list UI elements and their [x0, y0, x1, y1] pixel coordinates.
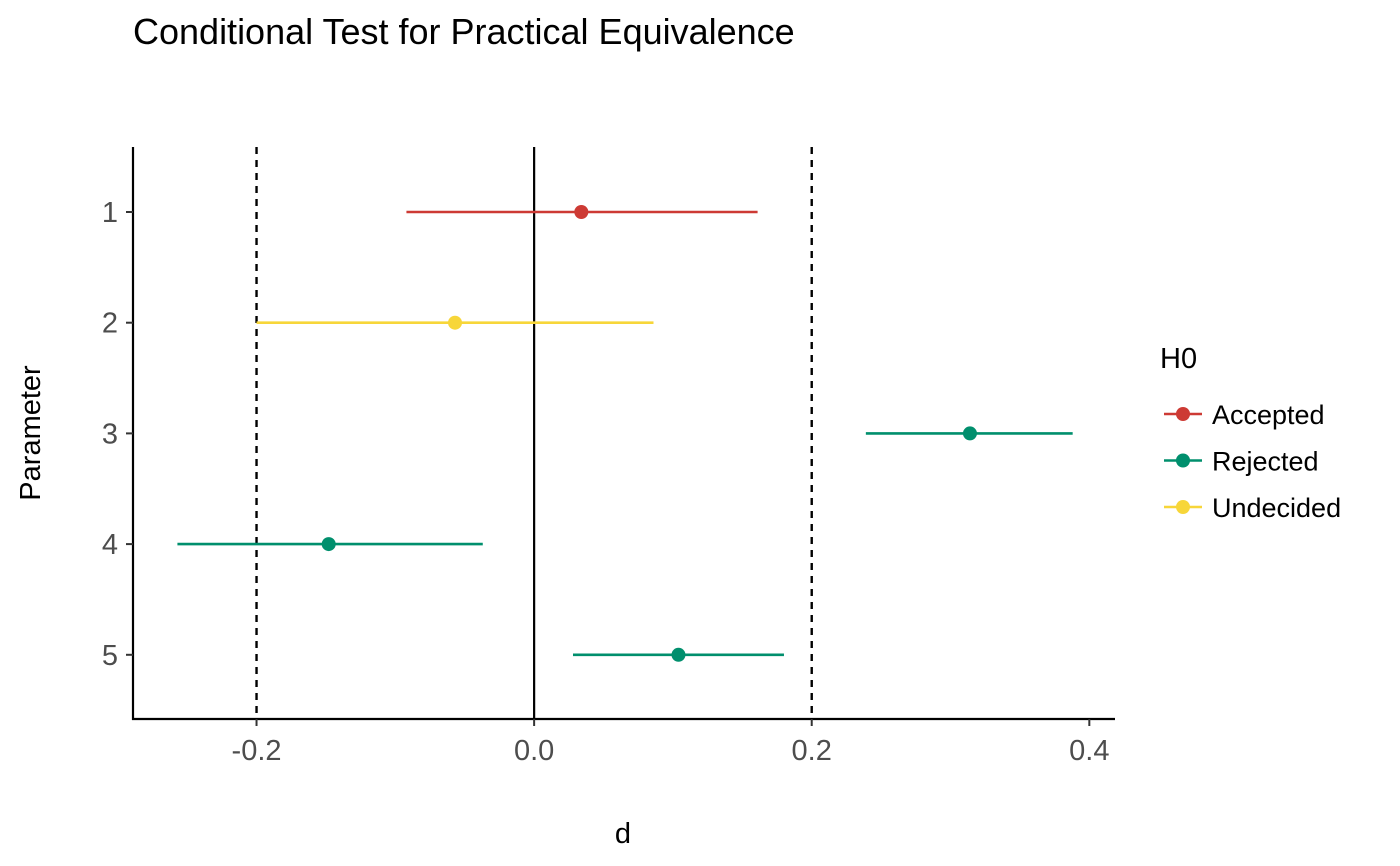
point-parameter-3 [962, 426, 977, 441]
y-axis-title: Parameter [15, 365, 47, 501]
legend-title: H0 [1160, 343, 1197, 375]
point-parameter-1 [574, 205, 589, 219]
y-tick-label: 5 [102, 640, 118, 672]
y-tick-label: 3 [102, 418, 118, 450]
point-parameter-2 [448, 315, 463, 330]
legend: H0 Accepted Rejected Undecided [1160, 343, 1341, 523]
x-tick-label: 0.2 [792, 735, 832, 767]
legend-label: Accepted [1212, 400, 1325, 430]
data-marks [177, 205, 1073, 662]
legend-label: Undecided [1212, 493, 1341, 523]
legend-key-point [1176, 500, 1190, 514]
y-tick-label: 1 [102, 197, 118, 229]
y-tick-label: 2 [102, 308, 118, 340]
y-ticks: 1 2 3 4 5 [102, 197, 133, 672]
legend-key-point [1176, 453, 1190, 468]
point-parameter-5 [671, 647, 686, 662]
reference-lines [255, 147, 813, 719]
legend-label: Rejected [1212, 447, 1319, 477]
legend-key-point [1176, 407, 1190, 421]
x-axis-title: d [615, 818, 631, 850]
x-ticks: -0.2 0.0 0.2 0.4 [232, 719, 1109, 767]
point-parameter-4 [321, 537, 336, 552]
x-tick-label: -0.2 [232, 735, 282, 767]
x-tick-label: 0.0 [514, 735, 554, 767]
y-tick-label: 4 [102, 529, 118, 561]
chart-title: Conditional Test for Practical Equivalen… [133, 11, 795, 52]
x-tick-label: 0.4 [1069, 735, 1109, 767]
